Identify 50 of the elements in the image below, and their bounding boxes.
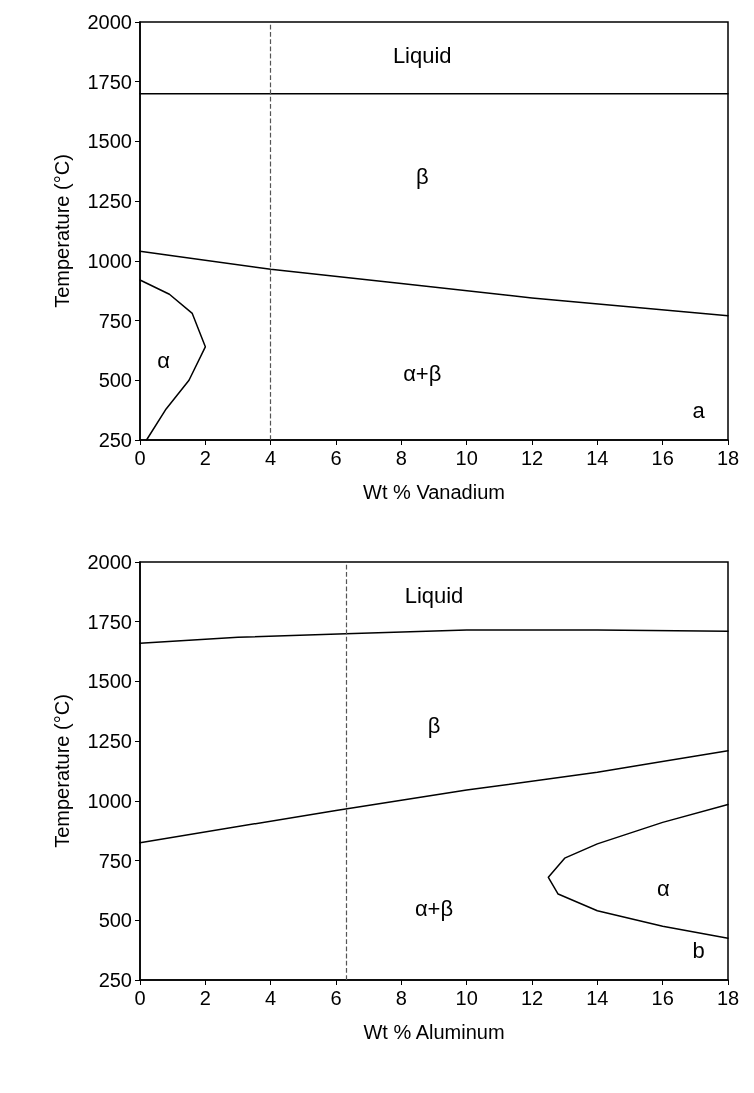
x-tick-label: 6 (330, 987, 342, 1009)
y-tick-label: 1750 (87, 70, 132, 93)
y-tick-label: 250 (98, 429, 132, 451)
x-tick-label: 12 (520, 987, 544, 1009)
x-tick-label: 8 (395, 447, 407, 469)
y-tick-label: 1500 (87, 670, 132, 693)
annotation: α+β (414, 896, 454, 922)
y-tick-label: 1250 (87, 730, 132, 753)
annotation: Liquid (404, 582, 464, 608)
y-tick-label: 750 (98, 849, 132, 872)
x-axis-title: Wt % Aluminum (363, 1021, 505, 1043)
annotation: Liquid (392, 42, 452, 68)
x-tick-label: 10 (455, 447, 478, 469)
x-axis-title: Wt % Vanadium (363, 481, 505, 503)
x-tick-label: 12 (520, 447, 544, 469)
annotation: β (427, 712, 441, 738)
annotation: b (692, 938, 705, 964)
y-tick-label: 1250 (87, 190, 132, 213)
y-axis-title: Temperature (°C) (51, 694, 73, 848)
annotation: β (415, 164, 429, 190)
y-tick-label: 250 (98, 969, 132, 991)
y-tick-label: 2000 (87, 551, 132, 573)
y-tick-label: 1000 (87, 249, 132, 272)
x-tick-label: 4 (265, 987, 277, 1009)
x-tick-label: 8 (395, 987, 407, 1009)
x-tick-label: 14 (586, 987, 609, 1009)
x-tick-label: 16 (651, 447, 674, 469)
y-tick-label: 2000 (87, 11, 132, 33)
x-tick-label: 6 (330, 447, 342, 469)
x-tick-label: 14 (586, 447, 609, 469)
y-tick-label: 500 (98, 369, 132, 392)
x-tick-label: 18 (716, 987, 740, 1009)
annotation: a (692, 398, 706, 424)
x-tick-label: 10 (455, 987, 478, 1009)
y-tick-label: 1000 (87, 789, 132, 812)
x-tick-label: 4 (265, 447, 277, 469)
x-tick-label: 16 (651, 987, 674, 1009)
x-tick-label: 0 (134, 987, 146, 1009)
y-tick-label: 1500 (87, 130, 132, 153)
x-tick-label: 0 (134, 447, 146, 469)
x-tick-label: 2 (199, 987, 211, 1009)
annotation: α+β (403, 360, 442, 386)
y-axis-title: Temperature (°C) (51, 154, 73, 308)
x-tick-label: 2 (199, 447, 211, 469)
annotation: α (157, 348, 171, 374)
y-tick-label: 500 (98, 909, 132, 932)
x-tick-label: 18 (716, 447, 740, 469)
y-tick-label: 1750 (87, 610, 132, 633)
annotation: α (656, 875, 670, 901)
y-tick-label: 750 (98, 309, 132, 332)
